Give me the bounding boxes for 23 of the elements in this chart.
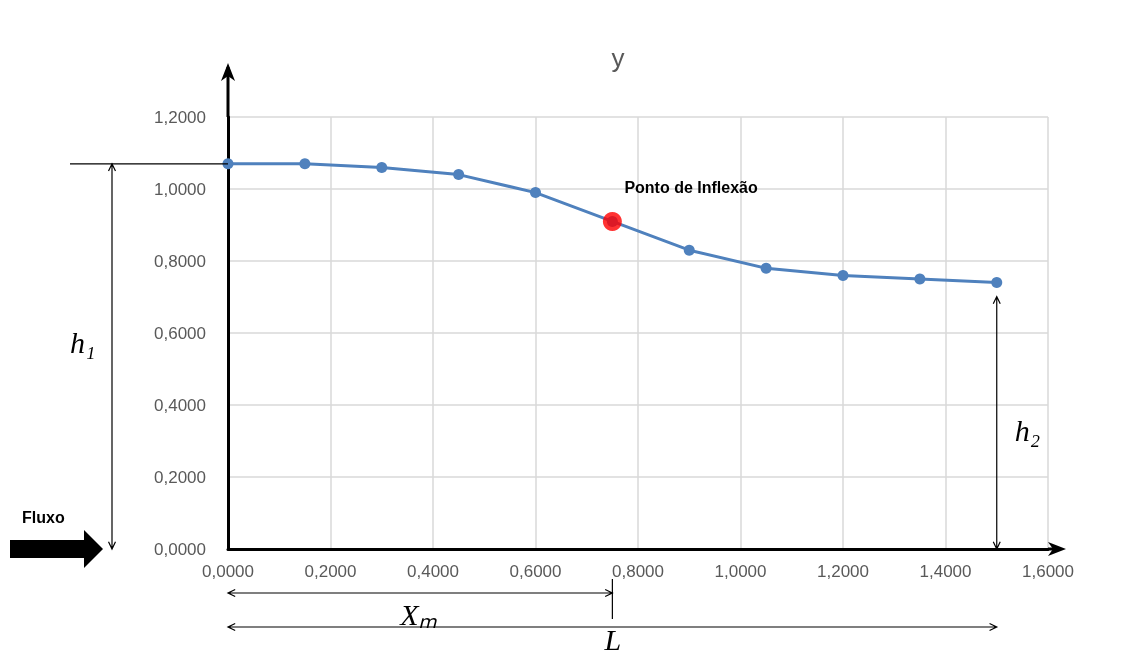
text: L [604,623,622,657]
x-tick-label: 0,2000 [304,562,357,581]
x-tick-label: 0,6000 [509,562,562,581]
y-tick-label: 0,2000 [154,467,206,487]
annotation: Ponto de Inflexão [624,179,758,198]
chart-title: y [611,43,625,73]
annotation: h₂ [1014,414,1041,448]
text: h₁ [70,326,96,361]
text: Fluxo [22,509,65,527]
y-tick-label: 0,0000 [154,539,206,559]
y-tick-label: 1,0000 [154,179,206,199]
x-tick-label: 0,4000 [407,562,459,581]
y-tick-label: 0,4000 [154,395,206,415]
x-tick-label: 0,0000 [202,562,254,581]
text: Xₘ [400,597,437,633]
y-tick-label: 1,2000 [154,107,206,127]
x-tick-label: 1,2000 [817,562,869,581]
x-tick-label: 1,6000 [1022,562,1074,581]
x-tick-label: 1,0000 [714,562,767,581]
x-tick-label: 1,4000 [919,562,972,581]
x-tick-label: 0,8000 [612,562,664,581]
y-tick-label: 0,8000 [154,251,206,271]
y-tick-label: 0,6000 [154,323,206,343]
